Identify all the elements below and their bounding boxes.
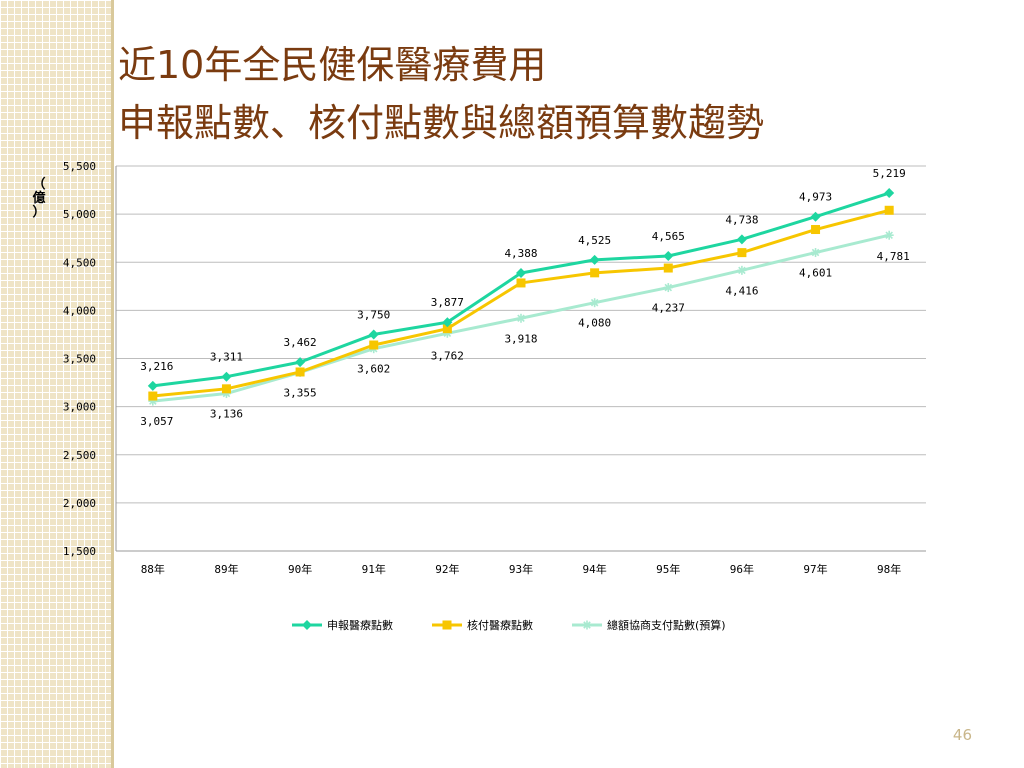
data-point — [810, 211, 821, 222]
data-label: 3,462 — [284, 336, 317, 349]
x-tick-label: 94年 — [583, 562, 607, 576]
data-point — [295, 367, 305, 377]
legend-swatch-marker — [302, 620, 312, 630]
y-tick-label: 4,500 — [63, 256, 96, 269]
data-label: 3,918 — [504, 332, 537, 345]
x-tick-label: 89年 — [214, 562, 238, 576]
x-tick-label: 97年 — [803, 562, 827, 576]
data-label: 3,602 — [357, 363, 390, 376]
data-point — [663, 283, 673, 293]
legend-label: 申報醫療點數 — [327, 618, 393, 632]
series-line — [152, 191, 890, 388]
y-axis-label: 億 — [32, 190, 45, 206]
y-axis-label: （ — [32, 176, 45, 192]
x-tick-label: 92年 — [435, 562, 459, 576]
data-label: 3,311 — [210, 351, 243, 364]
data-point — [737, 248, 747, 258]
legend-label: 總額協商支付點數(預算) — [607, 618, 726, 632]
data-label: 3,877 — [431, 296, 464, 309]
slide-title-line-2: 申報點數、核付點數與總額預算數趨勢 — [118, 101, 765, 145]
x-tick-label: 96年 — [730, 562, 754, 576]
data-point — [516, 313, 526, 323]
y-tick-label: 2,500 — [63, 449, 96, 462]
data-point — [884, 205, 894, 215]
data-label: 4,388 — [504, 247, 537, 260]
data-point — [884, 188, 895, 199]
data-point — [516, 278, 526, 288]
y-axis-label: ） — [32, 204, 45, 220]
data-label: 3,136 — [210, 408, 243, 421]
slide-title-line-1: 近10年全民健保醫療費用 — [118, 43, 547, 87]
x-tick-label: 91年 — [362, 562, 386, 576]
data-point — [589, 254, 600, 265]
data-label: 4,781 — [877, 250, 910, 263]
data-label: 4,973 — [799, 191, 832, 204]
data-point — [516, 268, 526, 279]
data-point — [221, 384, 231, 394]
x-tick-label: 98年 — [877, 562, 901, 576]
y-tick-label: 5,500 — [63, 160, 96, 173]
data-point — [442, 317, 453, 328]
y-tick-label: 1,500 — [63, 545, 96, 558]
legend-swatch-marker — [582, 620, 592, 630]
legend-swatch-marker — [442, 620, 452, 630]
y-tick-label: 4,000 — [63, 304, 96, 317]
data-point — [295, 357, 306, 368]
legend-label: 核付醫療點數 — [467, 618, 533, 632]
data-point — [590, 268, 600, 278]
data-label: 4,738 — [725, 213, 758, 226]
decorative-divider — [111, 0, 114, 768]
data-point — [736, 234, 747, 245]
data-point — [147, 380, 158, 391]
x-tick-label: 95年 — [656, 562, 680, 576]
data-point — [368, 329, 379, 340]
data-point — [442, 324, 452, 334]
x-tick-label: 88年 — [141, 562, 165, 576]
page-number: 46 — [952, 726, 972, 744]
data-label: 3,750 — [357, 308, 390, 321]
data-point — [811, 225, 821, 235]
data-point — [663, 263, 673, 273]
data-label: 4,237 — [652, 302, 685, 315]
data-label: 3,216 — [140, 360, 173, 373]
data-label: 4,080 — [578, 317, 611, 330]
data-label: 4,525 — [578, 234, 611, 247]
data-label: 4,565 — [652, 230, 685, 243]
data-point — [663, 250, 674, 261]
data-point — [884, 230, 894, 240]
data-label: 3,762 — [431, 349, 464, 362]
data-label: 3,057 — [140, 415, 173, 428]
data-point — [590, 298, 600, 308]
data-label: 4,601 — [799, 267, 832, 280]
y-tick-label: 3,500 — [63, 353, 96, 366]
data-point — [148, 391, 158, 401]
y-tick-label: 2,000 — [63, 497, 96, 510]
data-point — [221, 371, 232, 382]
data-label: 3,355 — [284, 386, 317, 399]
y-tick-label: 3,000 — [63, 401, 96, 414]
data-label: 4,416 — [725, 284, 758, 297]
y-tick-label: 5,000 — [63, 208, 96, 221]
data-point — [811, 248, 821, 258]
data-point — [369, 340, 379, 350]
decorative-grid-strip — [0, 0, 111, 768]
data-label: 5,219 — [873, 167, 906, 180]
x-tick-label: 90年 — [288, 562, 312, 576]
data-point — [737, 265, 747, 275]
x-tick-label: 93年 — [509, 562, 533, 576]
